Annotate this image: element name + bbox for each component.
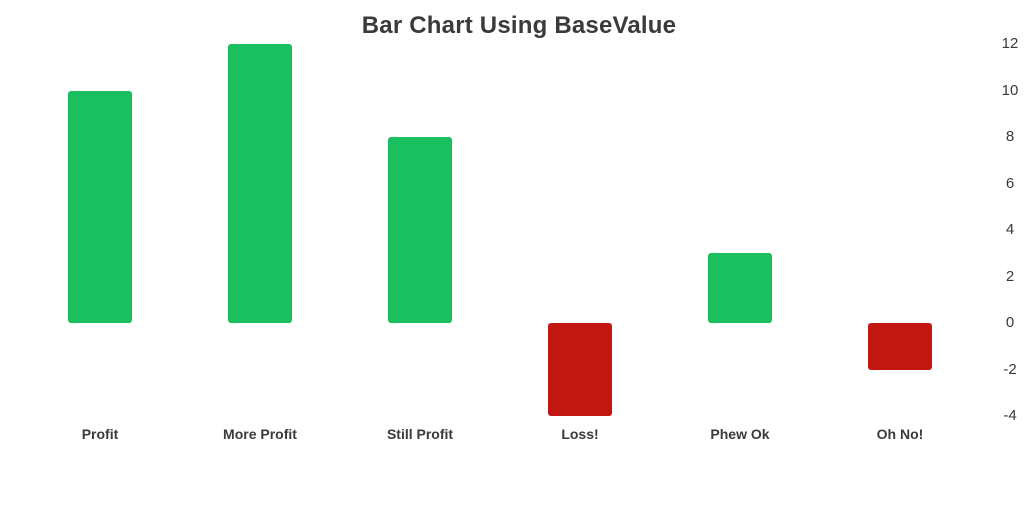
chart-title: Bar Chart Using BaseValue — [361, 12, 677, 39]
y-axis-tick-label: 4 — [1005, 221, 1015, 238]
bar-still-profit — [388, 137, 452, 323]
bar-more-profit — [228, 44, 292, 323]
y-axis-tick-label: 2 — [1005, 267, 1015, 285]
x-axis-label: Profit — [81, 426, 119, 442]
bar-oh-no — [868, 323, 932, 370]
y-axis-tick-label: 0 — [1005, 314, 1015, 331]
y-axis-tick-label: 12 — [1001, 35, 1019, 52]
y-axis-tick-label: 8 — [1005, 128, 1015, 145]
y-axis-tick-label: -2 — [1003, 360, 1017, 378]
x-axis-label: Phew Ok — [710, 426, 770, 442]
x-axis-label: Still Profit — [386, 426, 454, 442]
x-axis-label: Oh No! — [876, 426, 924, 442]
bar-loss — [548, 323, 612, 416]
x-axis-label: More Profit — [223, 426, 297, 442]
y-axis-tick-label: 10 — [1001, 81, 1019, 99]
x-axis-label: Loss! — [561, 426, 599, 442]
y-axis-tick-label: -4 — [1003, 407, 1017, 424]
bar-profit — [68, 90, 132, 323]
bar-phew-ok — [708, 253, 772, 323]
y-axis-tick-label: 6 — [1005, 174, 1015, 192]
